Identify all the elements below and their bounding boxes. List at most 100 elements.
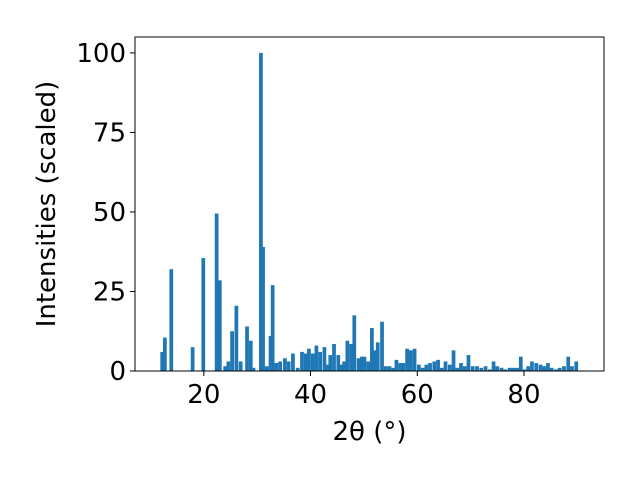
bar — [420, 367, 425, 371]
bar — [370, 328, 374, 371]
bar — [416, 364, 421, 371]
x-axis-ticks: 20 40 60 80 — [187, 371, 541, 410]
bar — [574, 361, 579, 371]
bar — [339, 364, 344, 371]
bar — [401, 363, 406, 371]
bar — [366, 361, 371, 371]
bar — [487, 369, 492, 371]
bar — [526, 366, 531, 371]
bar — [342, 361, 347, 371]
x-tick-label: 40 — [294, 380, 327, 410]
bar — [295, 367, 300, 371]
bar — [214, 213, 219, 371]
bar — [248, 340, 253, 371]
bar — [447, 364, 452, 371]
bar — [495, 366, 500, 371]
bar — [261, 246, 265, 371]
bar — [398, 363, 403, 371]
x-axis-label: 2θ (°) — [332, 417, 406, 447]
bar — [328, 355, 333, 371]
bar — [436, 359, 440, 371]
y-tick-label: 50 — [93, 198, 126, 228]
bars-group — [160, 52, 579, 372]
bar — [300, 351, 304, 371]
bar — [557, 367, 562, 371]
bar — [264, 366, 269, 371]
bar — [325, 364, 329, 371]
bar — [268, 336, 273, 371]
bar — [190, 347, 195, 371]
bar — [479, 367, 484, 371]
y-axis-ticks: 0 25 50 75 100 — [76, 39, 135, 387]
bar — [459, 363, 463, 371]
bar — [226, 361, 231, 371]
bar — [274, 363, 279, 371]
bar — [356, 358, 361, 371]
bar — [518, 356, 523, 371]
bar — [380, 321, 384, 371]
bar — [530, 361, 534, 371]
bar — [345, 340, 350, 371]
y-tick-label: 75 — [93, 118, 126, 148]
bar — [475, 366, 479, 371]
bar — [566, 356, 571, 371]
bar — [439, 367, 444, 371]
bar — [245, 326, 249, 371]
y-tick-label: 0 — [109, 357, 126, 387]
y-tick-label: 100 — [76, 39, 126, 69]
bar — [503, 369, 508, 371]
bar — [251, 367, 256, 371]
bar — [483, 366, 488, 371]
bar — [270, 285, 275, 371]
bar — [314, 345, 319, 371]
bar — [234, 305, 239, 371]
bar — [201, 258, 206, 371]
bar — [549, 367, 554, 371]
bar — [542, 366, 547, 371]
bar — [278, 361, 282, 371]
bar — [230, 331, 234, 371]
bar — [283, 358, 287, 371]
bar — [405, 348, 409, 371]
bar — [455, 367, 460, 371]
bar — [352, 315, 357, 371]
bar — [362, 356, 367, 371]
bar — [562, 366, 566, 371]
bar — [349, 343, 353, 371]
bar — [394, 359, 399, 371]
bar — [372, 350, 377, 371]
bar — [515, 367, 519, 371]
y-axis-label: Intensities (scaled) — [32, 81, 62, 328]
bar — [318, 351, 323, 371]
bar — [466, 355, 471, 371]
bar — [383, 366, 388, 371]
x-tick-label: 20 — [187, 380, 220, 410]
bar — [322, 347, 327, 371]
bar — [546, 363, 550, 371]
bar — [359, 356, 364, 371]
bar — [217, 280, 222, 371]
bar — [238, 361, 243, 371]
bar — [470, 366, 475, 371]
bar — [451, 350, 456, 371]
plot-frame — [134, 36, 605, 372]
bar — [160, 351, 165, 371]
y-tick-label: 25 — [93, 277, 126, 307]
bar — [169, 269, 174, 371]
bar — [570, 366, 574, 371]
bar — [163, 337, 167, 371]
x-tick-label: 80 — [507, 380, 540, 410]
bar — [538, 364, 543, 371]
bar — [462, 366, 467, 371]
bar — [307, 348, 311, 371]
bar — [303, 353, 308, 371]
bar — [432, 361, 437, 371]
bar — [522, 369, 527, 371]
bar — [310, 353, 315, 371]
bar — [499, 367, 504, 371]
bar — [223, 366, 228, 371]
bar — [554, 369, 558, 371]
bar — [424, 364, 429, 371]
bar — [534, 363, 539, 371]
